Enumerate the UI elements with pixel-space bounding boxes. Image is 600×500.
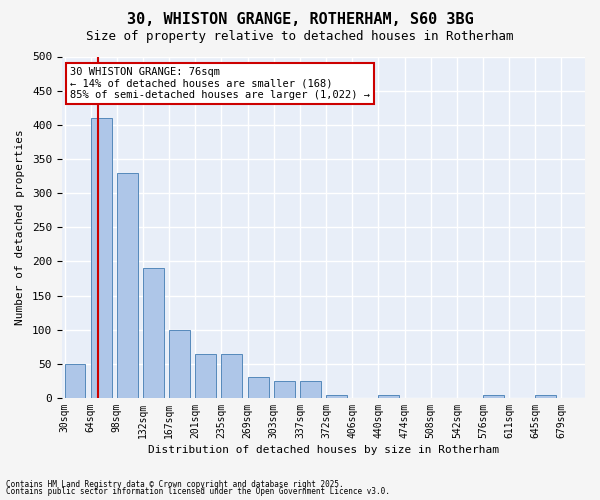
Bar [248, 378, 269, 398]
Bar [143, 268, 164, 398]
Bar [196, 354, 216, 398]
Bar [274, 381, 295, 398]
Bar [379, 394, 400, 398]
Text: 30, WHISTON GRANGE, ROTHERHAM, S60 3BG: 30, WHISTON GRANGE, ROTHERHAM, S60 3BG [127, 12, 473, 28]
Text: 30 WHISTON GRANGE: 76sqm
← 14% of detached houses are smaller (168)
85% of semi-: 30 WHISTON GRANGE: 76sqm ← 14% of detach… [70, 66, 370, 100]
Text: Contains HM Land Registry data © Crown copyright and database right 2025.: Contains HM Land Registry data © Crown c… [6, 480, 344, 489]
Bar [326, 394, 347, 398]
Bar [169, 330, 190, 398]
Bar [535, 394, 556, 398]
Y-axis label: Number of detached properties: Number of detached properties [15, 130, 25, 325]
Text: Contains public sector information licensed under the Open Government Licence v3: Contains public sector information licen… [6, 488, 390, 496]
X-axis label: Distribution of detached houses by size in Rotherham: Distribution of detached houses by size … [148, 445, 499, 455]
Text: Size of property relative to detached houses in Rotherham: Size of property relative to detached ho… [86, 30, 514, 43]
Bar [65, 364, 85, 398]
Bar [483, 394, 504, 398]
Bar [117, 172, 138, 398]
Bar [221, 354, 242, 398]
Bar [91, 118, 112, 398]
Bar [300, 381, 321, 398]
